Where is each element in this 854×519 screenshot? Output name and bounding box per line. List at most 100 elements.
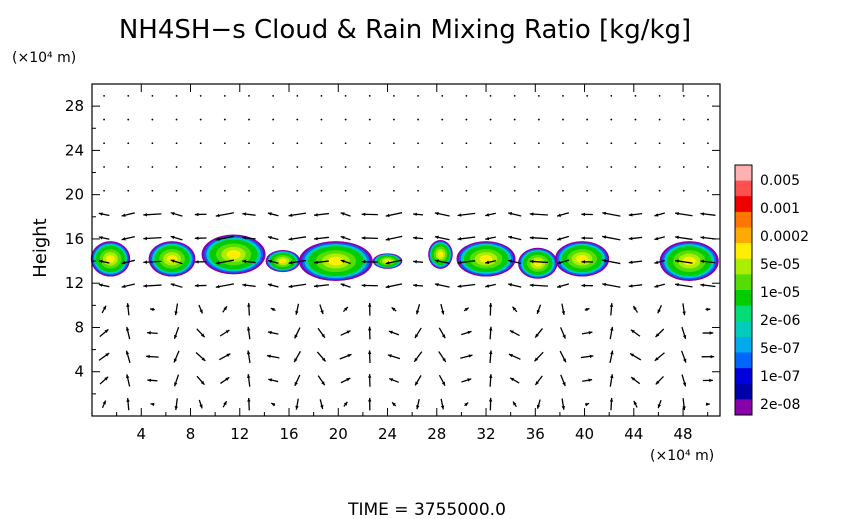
cloud-blob (201, 234, 266, 275)
wind-dot (562, 189, 564, 192)
wind-arrow (170, 235, 183, 241)
cloud-contour (479, 254, 493, 263)
wind-arrow (149, 307, 155, 312)
wind-arrow (512, 401, 517, 408)
wind-arrow (609, 303, 614, 316)
wind-arrow (654, 259, 665, 265)
wind-arrow (242, 212, 256, 216)
wind-arrow (99, 376, 109, 385)
colorbar-swatch (735, 321, 752, 338)
wind-arrow (361, 260, 378, 264)
wind-dot (344, 166, 347, 168)
wind-dot (223, 94, 226, 97)
cloud-blob (298, 241, 373, 281)
wind-arrow (413, 259, 424, 264)
colorbar-swatch (735, 336, 752, 353)
wind-dot (248, 142, 250, 145)
wind-dot (368, 142, 371, 145)
plot-frame (91, 83, 721, 417)
wind-dot (586, 166, 589, 168)
wind-arrow (294, 327, 301, 339)
wind-dot (103, 166, 105, 168)
wind-arrow (268, 378, 279, 383)
wind-dot (489, 189, 492, 192)
wind-dot (465, 189, 468, 192)
cloud-blob (659, 241, 719, 281)
wind-dot (272, 118, 275, 121)
wind-arrow (150, 402, 155, 407)
wind-dot (634, 166, 637, 168)
wind-dot (344, 189, 347, 192)
wind-arrow (339, 353, 352, 360)
wind-dot (417, 142, 419, 145)
wind-dot (417, 94, 419, 97)
wind-dot (368, 189, 371, 192)
wind-arrow (654, 236, 665, 241)
wind-arrow (101, 305, 107, 314)
plot-border (91, 83, 721, 417)
wind-arrow (340, 212, 351, 217)
wind-arrow (147, 378, 158, 383)
wind-arrow (654, 212, 665, 217)
wind-arrow (413, 283, 424, 288)
cloud-field (90, 234, 719, 281)
colorbar-label: 0.001 (760, 201, 800, 217)
wind-dot (610, 189, 613, 192)
wind-arrow (340, 283, 351, 288)
wind-arrow (413, 212, 424, 217)
wind-arrow (536, 304, 542, 315)
wind-arrow (701, 354, 715, 359)
y-tick-label: 12 (65, 274, 84, 292)
wind-arrow (602, 259, 621, 265)
x-axis-unit: (×10⁴ m) (650, 448, 714, 464)
wind-dot (634, 94, 637, 97)
wind-dot (707, 94, 709, 97)
wind-dot (537, 142, 540, 145)
wind-dot (489, 118, 492, 121)
x-tick-label: 40 (575, 425, 594, 443)
wind-arrow (584, 307, 590, 312)
wind-arrow (485, 283, 496, 288)
wind-arrow (457, 260, 476, 265)
wind-arrow (489, 350, 493, 364)
wind-arrow (534, 328, 544, 338)
wind-arrow (288, 212, 307, 217)
wind-arrow (529, 212, 548, 216)
wind-arrow (556, 212, 570, 217)
wind-arrow (385, 259, 403, 265)
wind-arrow (367, 302, 372, 316)
wind-dot (610, 142, 613, 145)
colorbar-label: 2e-08 (760, 397, 800, 413)
colorbar-swatch (735, 180, 752, 197)
wind-arrow (700, 259, 716, 264)
wind-dot (682, 142, 685, 145)
wind-arrow (147, 331, 158, 335)
wind-dot (344, 118, 347, 121)
wind-arrow (222, 400, 228, 408)
wind-arrow (680, 350, 687, 363)
wind-arrow (509, 377, 520, 384)
wind-arrow (196, 375, 205, 386)
wind-dot (199, 118, 202, 121)
wind-arrow (316, 351, 327, 362)
wind-dot (151, 118, 154, 121)
wind-arrow (391, 401, 397, 407)
wind-arrow (561, 303, 566, 316)
wind-arrow (461, 378, 472, 383)
wind-arrow (529, 283, 548, 287)
wind-dot (417, 189, 419, 192)
wind-dot (344, 94, 347, 97)
wind-dot (223, 189, 226, 192)
x-tick-label: 44 (624, 425, 643, 443)
wind-dot (199, 142, 202, 145)
wind-dot (296, 118, 299, 121)
wind-arrow (367, 350, 372, 364)
colorbar-swatch (735, 243, 752, 260)
wind-arrow (196, 328, 206, 338)
wind-arrow (655, 328, 665, 338)
wind-arrow (270, 307, 276, 312)
wind-arrow (343, 401, 348, 407)
wind-dot (441, 118, 444, 121)
colorbar-swatch (735, 196, 752, 213)
